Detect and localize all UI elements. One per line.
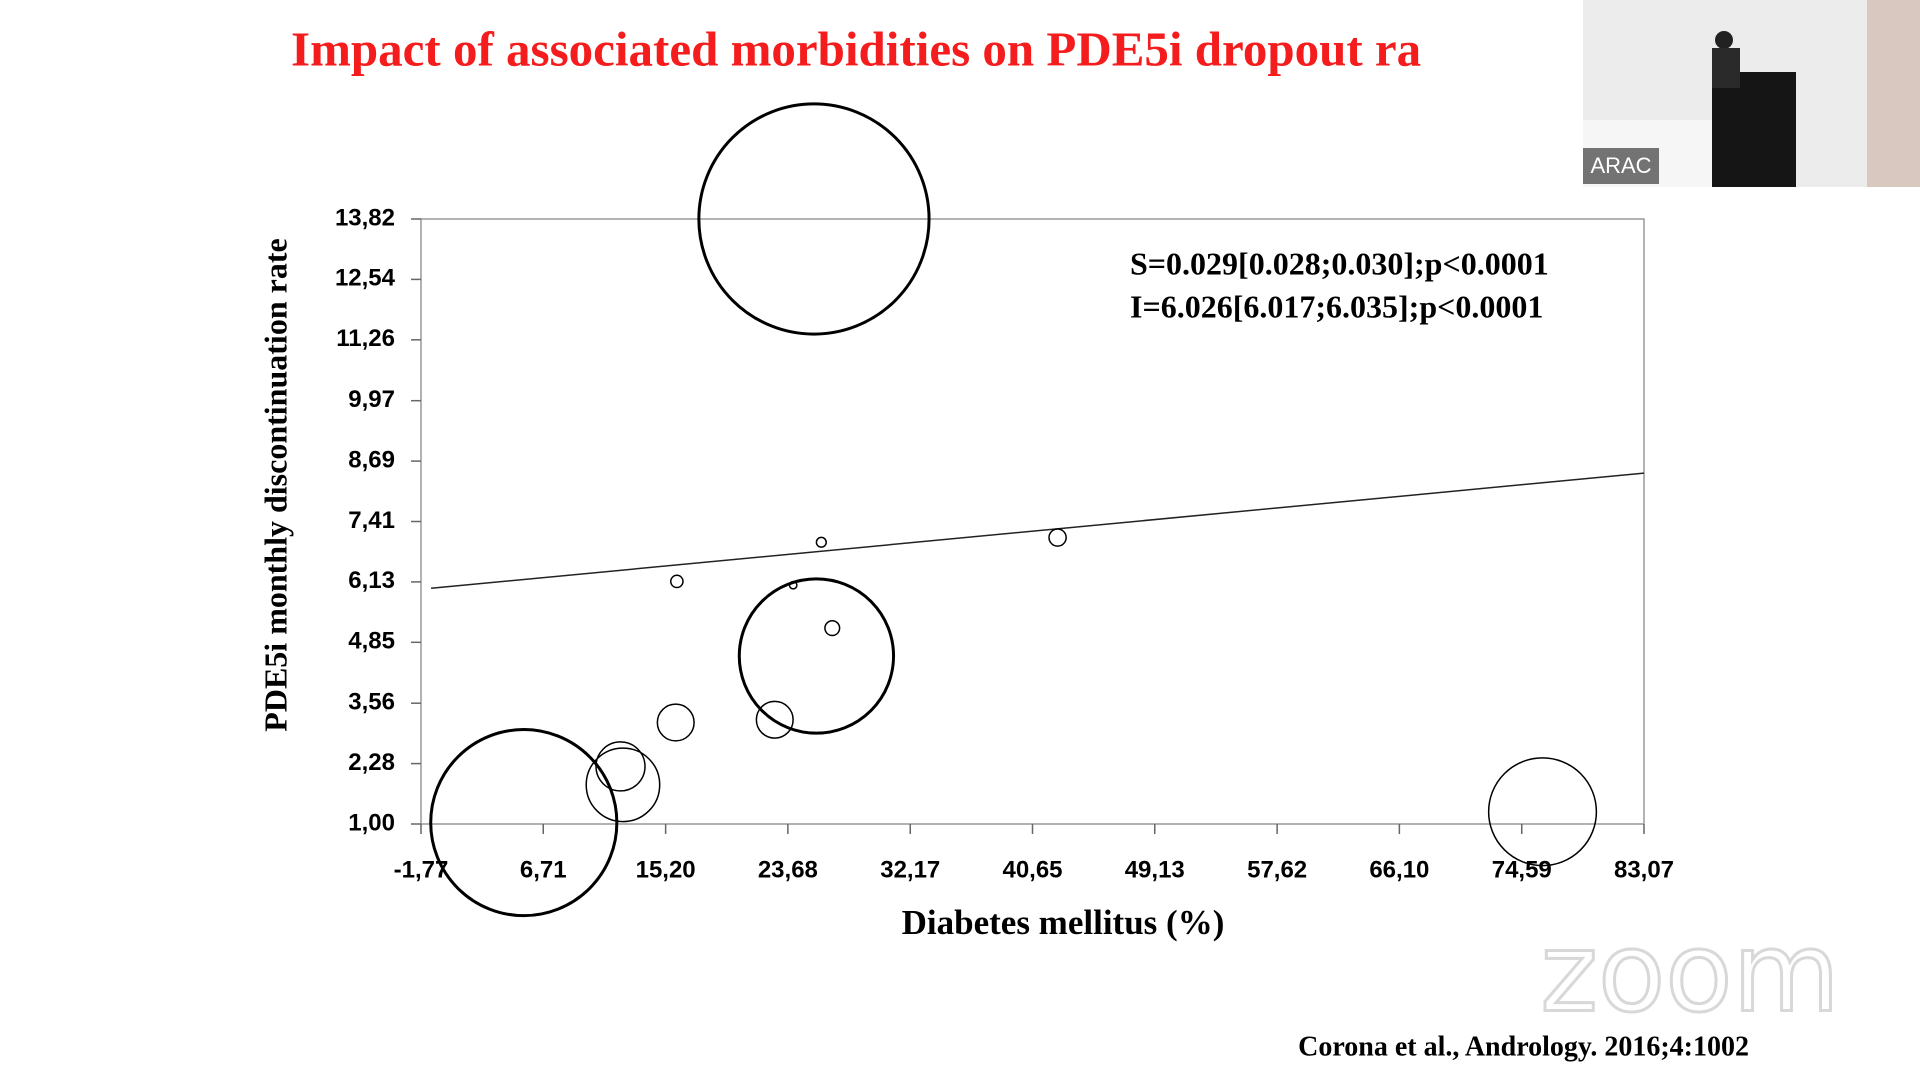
annotation: I=6.026[6.017;6.035];p<0.0001 [1130,288,1543,324]
bubble [1487,757,1598,867]
watermark: zoom [1540,908,1840,1036]
video-panel: ARAC [1583,0,1920,187]
bubble [815,536,827,548]
bubble [656,703,695,742]
x-tick-label: 32,17 [880,856,940,883]
speaker-body [1712,48,1740,88]
y-tick-label: 12,54 [335,265,396,292]
bubble [755,700,794,739]
x-tick-label: 23,68 [758,856,818,883]
y-tick-label: 4,85 [348,628,395,655]
bubble [670,574,684,589]
video-wall [1867,0,1920,187]
x-tick-label: 66,10 [1369,856,1429,883]
video-label-bg [1583,148,1659,184]
y-tick-label: 13,82 [335,204,395,231]
x-tick-label: 15,20 [636,856,696,883]
bubble [788,580,798,590]
speaker-head [1715,31,1733,49]
regression-line [431,472,1645,590]
x-tick-label: 6,71 [520,856,567,883]
citation: Corona et al., Andrology. 2016;4:1002 [1298,1031,1749,1062]
y-tick-label: 1,00 [348,809,395,836]
y-tick-label: 2,28 [348,749,395,776]
x-tick-label: 49,13 [1125,856,1185,883]
bubble [585,747,661,823]
bubble [824,620,841,637]
x-axis-label: Diabetes mellitus (%) [902,903,1225,942]
x-tick-label: 83,07 [1614,856,1674,883]
y-tick-label: 11,26 [336,325,395,352]
y-tick-label: 6,13 [348,567,395,594]
bubble [595,741,646,792]
bubble [737,577,896,735]
video-label: ARAC [1590,153,1651,178]
y-tick-label: 3,56 [348,689,395,716]
y-tick-label: 9,97 [348,386,395,413]
y-tick-label: 8,69 [348,446,395,473]
x-tick-label: 74,59 [1492,856,1552,883]
annotation: S=0.029[0.028;0.030];p<0.0001 [1130,245,1549,281]
x-tick-label: 57,62 [1247,856,1307,883]
y-tick-label: 7,41 [348,507,395,534]
bubble [1048,528,1067,547]
y-axis-label: PDE5i monthly discontinuation rate [257,238,293,731]
x-tick-label: 40,65 [1002,856,1062,883]
chart-title: Impact of associated morbidities on PDE5… [291,21,1421,76]
podium [1712,72,1796,187]
bubble [697,102,931,336]
bubble [429,728,619,918]
